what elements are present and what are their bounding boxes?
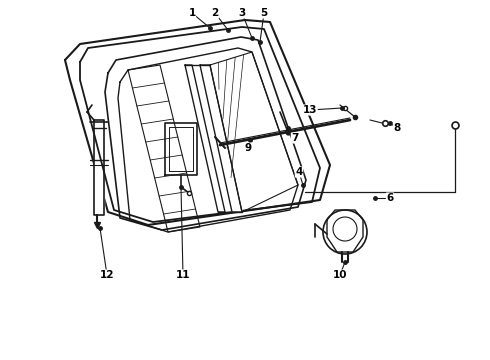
Text: 12: 12 [100,270,114,280]
Circle shape [333,217,357,241]
Text: 11: 11 [176,270,190,280]
Text: 5: 5 [260,8,268,18]
Polygon shape [200,65,242,212]
Text: 3: 3 [238,8,245,18]
Text: 9: 9 [245,143,251,153]
Polygon shape [94,120,104,215]
Text: 6: 6 [387,193,393,203]
Text: 1: 1 [188,8,196,18]
Text: 7: 7 [292,133,299,143]
Text: 2: 2 [211,8,219,18]
Polygon shape [327,210,363,252]
Text: 13: 13 [303,105,317,115]
Polygon shape [65,20,330,225]
Text: 10: 10 [333,270,347,280]
Polygon shape [185,65,225,212]
Polygon shape [165,123,197,175]
Text: 4: 4 [295,167,303,177]
Text: 8: 8 [393,123,401,133]
Circle shape [323,210,367,254]
